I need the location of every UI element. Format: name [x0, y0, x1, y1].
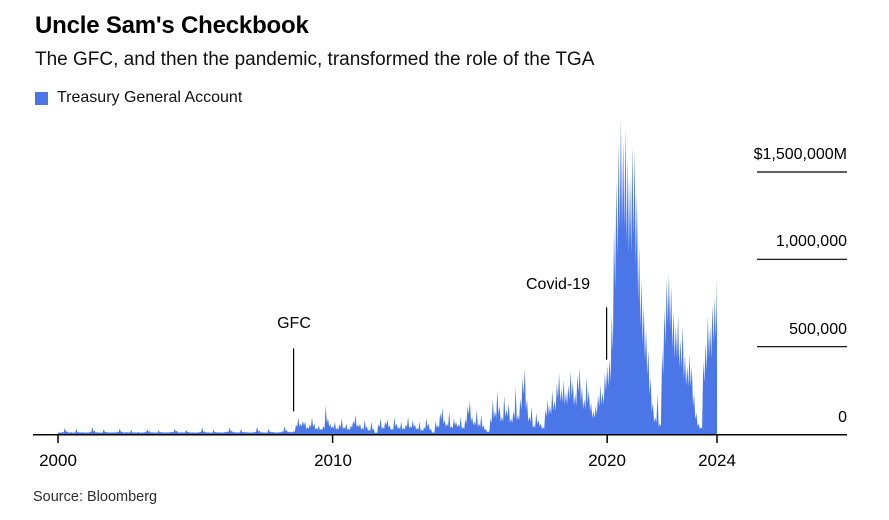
- y-axis-tick-label: $1,500,000M: [753, 146, 847, 163]
- page-title: Uncle Sam's Checkbook: [35, 12, 309, 39]
- x-axis-tick-label: 2024: [698, 451, 736, 470]
- x-axis-tick-label: 2000: [39, 451, 77, 470]
- annotation-lines: [292, 307, 608, 412]
- source-credit: Source: Bloomberg: [33, 489, 158, 505]
- legend: Treasury General Account: [35, 89, 242, 107]
- annotation-label-covid: Covid-19: [525, 276, 591, 293]
- x-axis-tick-label: 2020: [588, 451, 626, 470]
- y-axis-tick-label: 500,000: [789, 321, 847, 338]
- legend-label: Treasury General Account: [57, 89, 243, 106]
- x-axis-tick-label: 2010: [314, 451, 352, 470]
- y-axis-tick-label: 1,000,000: [775, 233, 847, 250]
- chart-subtitle: The GFC, and then the pandemic, transfor…: [35, 49, 595, 70]
- area-series-treasury-general-account: [58, 117, 717, 435]
- annotation-label-gfc: GFC: [277, 315, 311, 332]
- y-axis-tick-label: 0: [838, 409, 847, 426]
- legend-swatch-icon: [35, 91, 48, 105]
- axis-lines: [33, 171, 847, 443]
